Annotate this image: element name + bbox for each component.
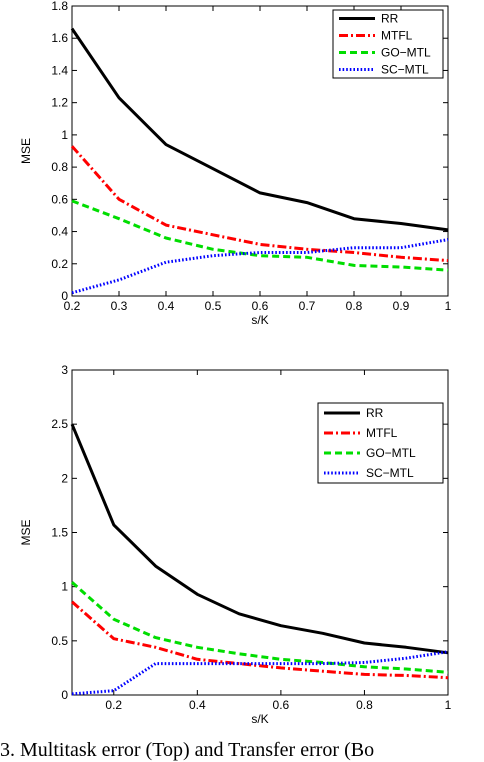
- y-tick-label: 0: [61, 289, 68, 303]
- y-tick-label: 1.2: [51, 96, 68, 110]
- x-tick-label: 0.8: [346, 299, 363, 313]
- legend-box: [317, 402, 444, 484]
- x-tick-label: 0.2: [64, 299, 81, 313]
- x-tick-label: 0.6: [273, 698, 290, 712]
- x-tick-label: 1: [445, 299, 452, 313]
- y-tick-label: 1: [61, 580, 68, 594]
- x-axis-label: s/K: [251, 712, 268, 726]
- x-axis-label: s/K: [251, 313, 268, 327]
- figure: 00.20.40.60.811.21.41.61.80.2 0.3 0.4 0.5 0.…: [19, 0, 452, 726]
- legend-label: GO−MTL: [381, 46, 431, 60]
- series-line-rr: [70, 27, 449, 232]
- y-tick-label: 1.6: [51, 31, 68, 45]
- y-tick-label: 0.8: [51, 160, 68, 174]
- y-tick-label: 2: [61, 471, 68, 485]
- y-tick-label: 0: [61, 688, 68, 702]
- series-line-scmtl: [71, 238, 449, 295]
- series-line-mtfl: [70, 145, 449, 263]
- y-tick-label: 1.4: [51, 63, 68, 77]
- series-line-gomtl: [71, 581, 449, 674]
- x-tick-label: 0.3: [111, 299, 128, 313]
- x-tick-label: 0.8: [356, 698, 373, 712]
- legend-label: SC−MTL: [381, 63, 429, 77]
- legend-label: MTFL: [381, 29, 413, 43]
- x-tick-label: 0.4: [189, 698, 206, 712]
- x-tick-label: 0.7: [299, 299, 316, 313]
- figure-caption: 3. Multitask error (Top) and Transfer er…: [0, 739, 375, 761]
- legend-label: RR: [366, 406, 384, 420]
- series-line-mtfl: [71, 600, 449, 680]
- series-line-scmtl: [71, 650, 449, 696]
- x-tick-label: 1: [445, 698, 452, 712]
- chart-top: 00.20.40.60.811.21.41.61.80.2 0.3 0.4 0.5 0.…: [19, 0, 452, 327]
- legend-label: RR: [381, 12, 399, 26]
- x-tick-label: 0.4: [158, 299, 175, 313]
- legend-box: [332, 9, 444, 79]
- y-axis-label: MSE: [19, 138, 33, 164]
- y-tick-label: 2.5: [51, 417, 68, 431]
- legend-label: MTFL: [366, 426, 398, 440]
- y-axis-label: MSE: [19, 519, 33, 545]
- x-tick-label: 0.9: [393, 299, 410, 313]
- y-tick-label: 0.5: [51, 634, 68, 648]
- y-tick-label: 1.5: [51, 526, 68, 540]
- x-tick-label: 0.6: [252, 299, 269, 313]
- y-tick-label: 3: [61, 363, 68, 377]
- y-tick-label: 0.6: [51, 192, 68, 206]
- y-tick-label: 0.4: [51, 225, 68, 239]
- series-line-rr: [70, 423, 449, 655]
- y-tick-label: 1.8: [51, 0, 68, 13]
- y-tick-label: 1: [61, 128, 68, 142]
- y-tick-label: 0.2: [51, 257, 68, 271]
- legend-label: GO−MTL: [366, 446, 416, 460]
- x-tick-label: 0.5: [205, 299, 222, 313]
- series-line-gomtl: [71, 199, 449, 272]
- x-tick-label: 0.2: [105, 698, 122, 712]
- chart-bottom: 0 0.5 1 1.5 2 2.5 3 0.2 0.4 0.6 0.8 1 s/K MSE RR MTFL GO…: [19, 363, 452, 726]
- legend-label: SC−MTL: [366, 466, 414, 480]
